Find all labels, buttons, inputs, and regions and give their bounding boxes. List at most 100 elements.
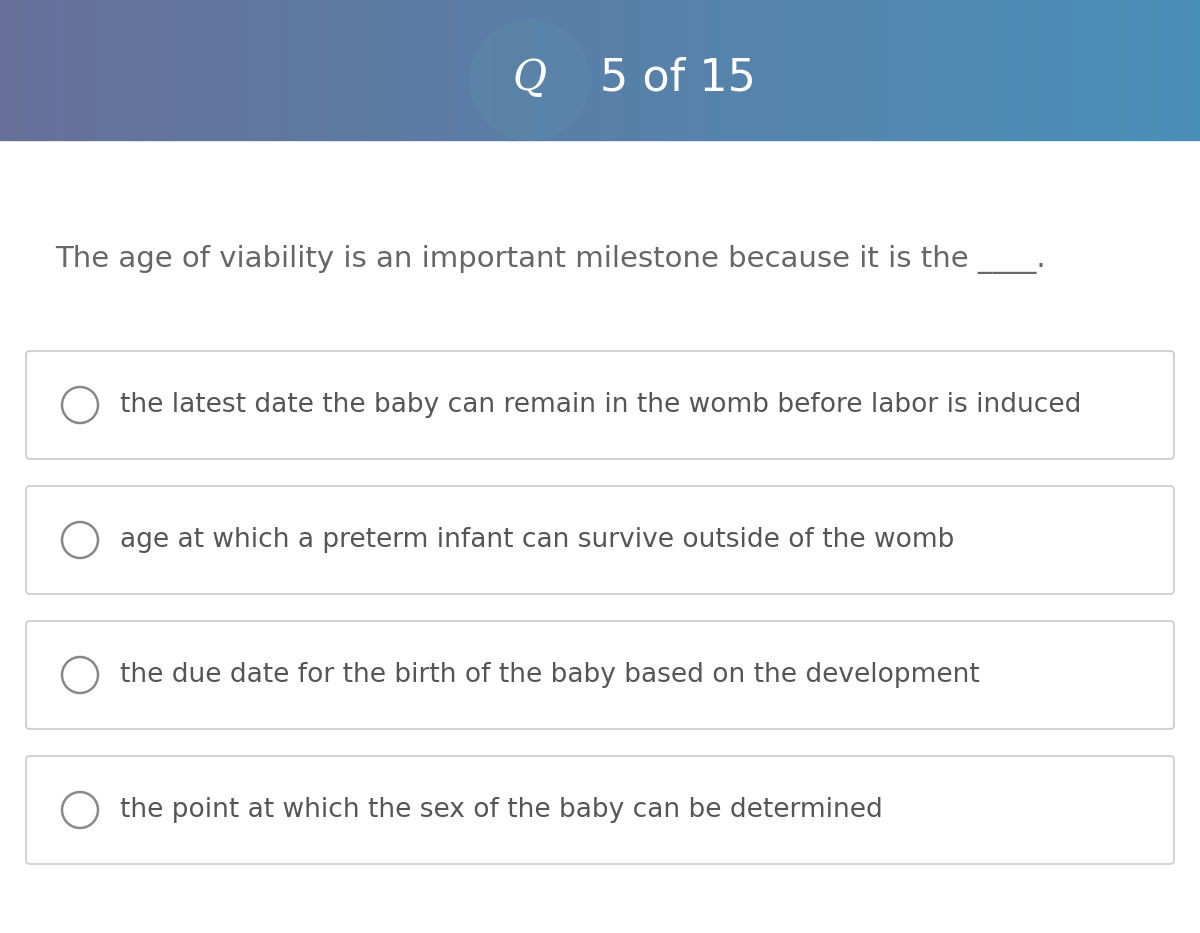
Bar <box>896 0 900 140</box>
Bar <box>508 0 512 140</box>
Bar <box>1148 0 1152 140</box>
Bar <box>284 0 288 140</box>
Bar <box>828 0 832 140</box>
Bar <box>548 0 552 140</box>
Bar <box>228 0 232 140</box>
Bar <box>740 0 744 140</box>
Bar <box>1188 0 1192 140</box>
Ellipse shape <box>470 20 590 140</box>
Bar <box>312 0 316 140</box>
Bar <box>488 0 492 140</box>
Bar <box>608 0 612 140</box>
Bar <box>264 0 268 140</box>
Bar <box>292 0 296 140</box>
Bar <box>592 0 596 140</box>
Bar <box>24 0 28 140</box>
Ellipse shape <box>62 387 98 423</box>
Bar <box>632 0 636 140</box>
Bar <box>356 0 360 140</box>
Text: The age of viability is an important milestone because it is the ____.: The age of viability is an important mil… <box>55 245 1045 274</box>
Bar <box>352 0 356 140</box>
Bar <box>964 0 968 140</box>
Bar <box>948 0 952 140</box>
Bar <box>412 0 416 140</box>
Bar <box>1156 0 1160 140</box>
Bar <box>764 0 768 140</box>
Bar <box>924 0 928 140</box>
Bar <box>968 0 972 140</box>
Text: 5 of 15: 5 of 15 <box>600 57 756 100</box>
Bar <box>876 0 880 140</box>
Bar <box>364 0 368 140</box>
Bar <box>240 0 244 140</box>
Bar <box>232 0 236 140</box>
Bar <box>1060 0 1064 140</box>
Bar <box>988 0 992 140</box>
Bar <box>1092 0 1096 140</box>
Bar <box>420 0 424 140</box>
Bar <box>80 0 84 140</box>
Bar <box>880 0 884 140</box>
Bar <box>524 0 528 140</box>
Bar <box>720 0 724 140</box>
Bar <box>736 0 740 140</box>
Bar <box>656 0 660 140</box>
Bar <box>516 0 520 140</box>
Bar <box>44 0 48 140</box>
Bar <box>768 0 772 140</box>
Bar <box>428 0 432 140</box>
Bar <box>572 0 576 140</box>
Bar <box>404 0 408 140</box>
Bar <box>696 0 700 140</box>
Bar <box>92 0 96 140</box>
Bar <box>776 0 780 140</box>
Bar <box>744 0 748 140</box>
Bar <box>492 0 496 140</box>
Text: the latest date the baby can remain in the womb before labor is induced: the latest date the baby can remain in t… <box>120 392 1081 418</box>
Bar <box>56 0 60 140</box>
Bar <box>500 0 504 140</box>
Bar <box>248 0 252 140</box>
Bar <box>108 0 112 140</box>
Bar <box>844 0 848 140</box>
Bar <box>952 0 956 140</box>
Bar <box>944 0 948 140</box>
Bar <box>892 0 896 140</box>
Bar <box>1100 0 1104 140</box>
Bar <box>300 0 304 140</box>
Bar <box>32 0 36 140</box>
Bar <box>104 0 108 140</box>
Bar <box>816 0 820 140</box>
Bar <box>1096 0 1100 140</box>
Bar <box>1068 0 1072 140</box>
Ellipse shape <box>62 657 98 693</box>
Bar <box>120 0 124 140</box>
Bar <box>16 0 20 140</box>
Bar <box>1028 0 1032 140</box>
Bar <box>1012 0 1016 140</box>
Bar <box>1152 0 1156 140</box>
Bar <box>960 0 964 140</box>
Bar <box>848 0 852 140</box>
Bar <box>704 0 708 140</box>
Bar <box>1048 0 1052 140</box>
Bar <box>88 0 92 140</box>
Bar <box>48 0 52 140</box>
Text: the point at which the sex of the baby can be determined: the point at which the sex of the baby c… <box>120 797 883 823</box>
Bar <box>772 0 776 140</box>
Bar <box>96 0 100 140</box>
Bar <box>176 0 180 140</box>
Bar <box>252 0 256 140</box>
Bar <box>84 0 88 140</box>
Bar <box>8 0 12 140</box>
Bar <box>184 0 188 140</box>
Bar <box>1168 0 1172 140</box>
Bar <box>576 0 580 140</box>
Bar <box>444 0 448 140</box>
Bar <box>1104 0 1108 140</box>
Bar <box>1036 0 1040 140</box>
Bar <box>804 0 808 140</box>
Bar <box>976 0 980 140</box>
Bar <box>452 0 456 140</box>
Text: Q: Q <box>512 57 547 99</box>
